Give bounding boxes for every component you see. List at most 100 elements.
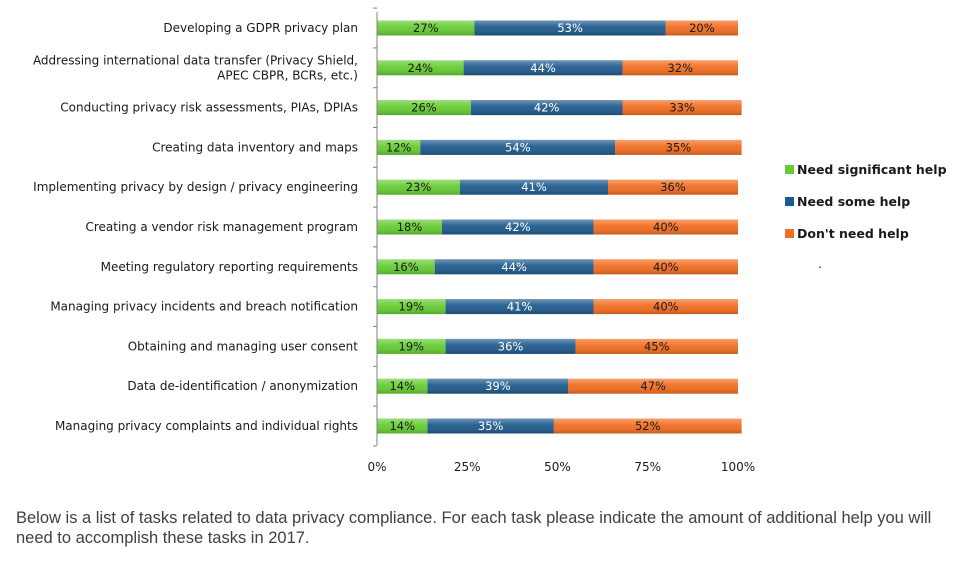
bar-segment-shading: [568, 378, 738, 394]
legend-extra-mark: .: [818, 257, 822, 271]
bar-segment-shading: [434, 259, 594, 275]
data-label: 44%: [530, 61, 556, 75]
bar-row: 14% 39% 47%: [377, 378, 738, 394]
data-label: 18%: [397, 220, 423, 234]
bar-segment-shading: [427, 418, 554, 434]
bar-row: 26% 42% 33%: [377, 100, 742, 116]
axis: 0% 25% 50% 75% 100%: [367, 7, 755, 474]
data-label: 19%: [399, 300, 425, 314]
bar-segment-shading: [593, 299, 738, 315]
bar-segment-shading: [420, 139, 616, 155]
bar-segment-shading: [377, 100, 471, 116]
data-label: 52%: [635, 419, 661, 433]
bar-row: 16% 44% 40%: [377, 259, 738, 275]
data-label: 14%: [389, 379, 415, 393]
bar-segment-shading: [593, 259, 738, 275]
x-tick-label: 25%: [454, 460, 481, 474]
data-label: 24%: [408, 61, 434, 75]
category-label: Addressing international data transfer (…: [33, 53, 358, 82]
bar-row: 19% 41% 40%: [377, 299, 738, 315]
data-label: 23%: [406, 180, 432, 194]
data-label: 33%: [669, 101, 695, 115]
data-label: 41%: [507, 300, 533, 314]
bar-segment-shading: [474, 20, 666, 36]
data-label: 19%: [399, 339, 425, 353]
category-label: Developing a GDPR privacy plan: [163, 21, 358, 35]
x-tick-label: 75%: [634, 460, 661, 474]
legend-label: Need significant help: [797, 162, 947, 177]
bar-segment-shading: [665, 20, 738, 36]
bar-segment-shading: [470, 100, 623, 116]
data-label: 54%: [505, 140, 531, 154]
data-label: 26%: [411, 101, 437, 115]
data-label: 40%: [653, 300, 679, 314]
legend-label: Don't need help: [797, 226, 909, 241]
category-label: Implementing privacy by design / privacy…: [33, 180, 358, 194]
category-label: Meeting regulatory reporting requirement…: [101, 260, 358, 274]
bar-segment-shading: [575, 338, 738, 354]
bar-row: 27% 53% 20%: [377, 20, 738, 36]
data-label: 27%: [413, 21, 439, 35]
bar-segment-shading: [615, 139, 742, 155]
data-label: 39%: [485, 379, 511, 393]
category-label: Managing privacy complaints and individu…: [55, 419, 358, 433]
data-label: 20%: [689, 21, 715, 35]
data-label: 36%: [498, 339, 524, 353]
data-label: 47%: [640, 379, 666, 393]
data-label: 32%: [667, 61, 693, 75]
bar-segment-shading: [608, 179, 738, 195]
data-label: 14%: [389, 419, 415, 433]
bar-segment-shading: [377, 259, 435, 275]
bar-segment-shading: [445, 338, 576, 354]
bar-segment-shading: [377, 299, 446, 315]
legend-item: Don't need help: [785, 226, 909, 241]
category-label: Obtaining and managing user consent: [128, 339, 359, 353]
data-label: 53%: [557, 21, 583, 35]
category-label: Data de-identification / anonymization: [127, 379, 358, 393]
data-label: 35%: [478, 419, 504, 433]
bar-segment-shading: [377, 378, 428, 394]
category-label: Conducting privacy risk assessments, PIA…: [60, 101, 358, 115]
bar-segment-shading: [377, 139, 421, 155]
legend: Need significant help Need some help Don't…: [785, 162, 947, 271]
data-label: 36%: [660, 180, 686, 194]
x-tick-label: 0%: [367, 460, 386, 474]
bar-row: 19% 36% 45%: [377, 338, 738, 354]
bar-segment-shading: [427, 378, 569, 394]
bar-row: 12% 54% 35%: [377, 139, 742, 155]
category-label: Creating a vendor risk management progra…: [85, 220, 358, 234]
bar-row: 23% 41% 36%: [377, 179, 738, 195]
category-label: Managing privacy incidents and breach no…: [50, 300, 358, 314]
data-label: 41%: [521, 180, 547, 194]
data-label: 45%: [644, 339, 670, 353]
legend-item: Need significant help: [785, 162, 947, 177]
bar-segment-shading: [377, 219, 442, 235]
stacked-bar-chart: Developing a GDPR privacy plan Addressing…: [33, 7, 947, 474]
x-tick-label: 100%: [721, 460, 755, 474]
bar-segment-shading: [377, 338, 446, 354]
bar-segment-shading: [622, 100, 742, 116]
bar-segment-shading: [377, 418, 428, 434]
bar-row: 24% 44% 32%: [377, 60, 738, 76]
bar-segment-shading: [377, 60, 464, 76]
data-label: 40%: [653, 260, 679, 274]
category-label: Creating data inventory and maps: [152, 140, 358, 154]
data-label: 42%: [534, 101, 560, 115]
category-labels: Developing a GDPR privacy plan Addressing…: [33, 21, 358, 433]
data-label: 42%: [505, 220, 531, 234]
bar-segment-shading: [553, 418, 742, 434]
data-label: 12%: [386, 140, 412, 154]
data-label: 35%: [666, 140, 692, 154]
x-tick-label: 50%: [544, 460, 571, 474]
legend-swatch: [785, 197, 794, 206]
data-label: 16%: [393, 260, 419, 274]
legend-swatch: [785, 229, 794, 238]
data-label: 40%: [653, 220, 679, 234]
legend-label: Need some help: [797, 194, 910, 209]
bar-segment-shading: [377, 179, 461, 195]
bar-segment-shading: [622, 60, 738, 76]
bar-row: 14% 35% 52%: [377, 418, 742, 434]
bar-row: 18% 42% 40%: [377, 219, 738, 235]
legend-swatch: [785, 165, 794, 174]
data-label: 44%: [501, 260, 527, 274]
